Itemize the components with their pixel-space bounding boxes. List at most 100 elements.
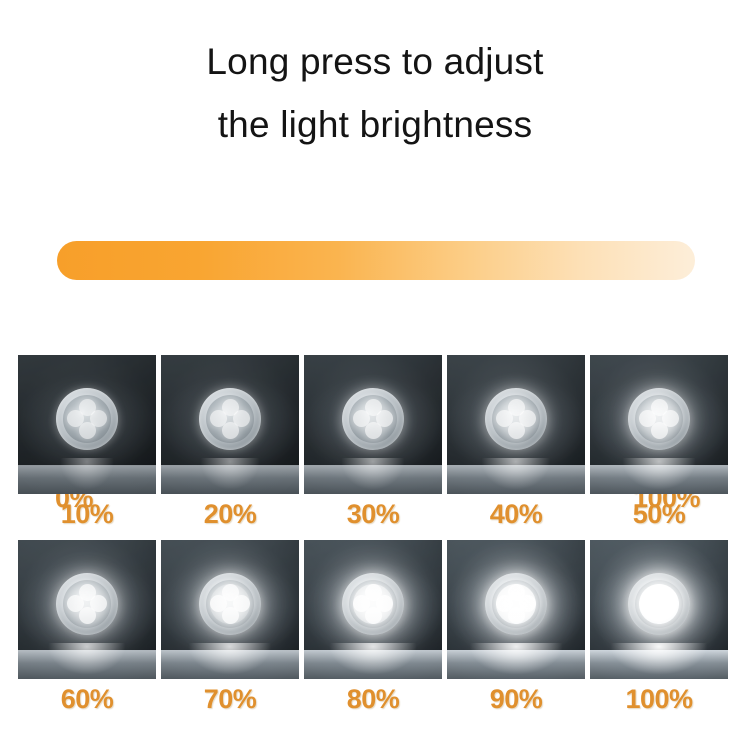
brightness-level-cell[interactable]: 90% [447,540,585,719]
led-dot-top [221,583,239,601]
led-puck-light [342,572,404,635]
floor-light-spill [52,457,122,494]
brightness-thumbnail [304,540,442,679]
led-dot-bottom [221,606,239,624]
brightness-thumbnail [590,355,728,494]
brightness-level-cell[interactable]: 60% [18,540,156,719]
brightness-thumbnail [18,540,156,679]
led-dot-top [507,398,525,416]
led-dot-top [364,398,382,416]
lamp-inner-ring [63,579,111,628]
led-dot-top [221,398,239,416]
led-dot-right [233,410,250,428]
lamp-inner-ring [63,394,111,443]
brightness-level-label: 30% [346,499,400,529]
brightness-level-cell[interactable]: 100% [590,540,728,719]
brightness-level-label: 80% [346,684,400,714]
led-puck-light [628,387,690,450]
lamp-inner-ring [635,394,683,443]
led-dot-left [67,410,84,428]
brightness-level-label: 60% [60,684,114,714]
led-dot-left [353,410,370,428]
page-title: Long press to adjust the light brightnes… [0,30,750,156]
brightness-level-label: 50% [632,499,686,529]
brightness-level-label: 40% [489,499,543,529]
slider-track[interactable] [57,241,695,280]
led-puck-light [485,387,547,450]
led-dot-left [639,410,656,428]
floor-light-spill [456,642,576,679]
floor-light-spill [176,642,284,679]
led-dot-right [233,595,250,613]
led-puck-light [628,572,690,635]
led-puck-light [199,387,261,450]
led-dot-right [519,410,536,428]
lamp-inner-ring [492,394,540,443]
led-dot-right [662,410,679,428]
led-dot-bottom [364,421,382,439]
brightness-level-cell[interactable]: 10% [18,355,156,534]
floor-light-spill [317,642,429,679]
brightness-level-grid: 10% 20% 30% 40% 50% 60% 70% 80% 90% 100% [18,355,732,725]
brightness-slider[interactable]: 0% 100% [0,195,750,513]
page-title-line-2: the light brightness [217,104,533,145]
led-dot-left [210,410,227,428]
floor-light-spill [596,642,722,679]
brightness-level-cell[interactable]: 70% [161,540,299,719]
led-puck-light [485,572,547,635]
led-merged-disc [353,583,393,624]
floor-light-spill [471,457,561,494]
floor-light-spill [612,457,706,494]
lamp-inner-ring [206,579,254,628]
led-dot-bottom [78,421,96,439]
brightness-thumbnail [590,540,728,679]
brightness-thumbnail [18,355,156,494]
brightness-row: 60% 70% 80% 90% 100% [18,540,732,719]
led-dot-right [90,595,107,613]
lamp-inner-ring [349,579,397,628]
brightness-level-label: 70% [203,684,257,714]
led-dot-top [78,398,96,416]
led-merged-disc [639,583,679,624]
brightness-level-cell[interactable]: 80% [304,540,442,719]
floor-light-spill [332,457,414,494]
brightness-thumbnail [447,540,585,679]
led-dot-bottom [221,421,239,439]
page-title-line-1: Long press to adjust [206,41,544,82]
led-dot-left [496,410,513,428]
brightness-level-label: 90% [489,684,543,714]
led-dot-left [67,595,84,613]
brightness-thumbnail [304,355,442,494]
brightness-level-cell[interactable]: 20% [161,355,299,534]
brightness-row: 10% 20% 30% 40% 50% [18,355,732,534]
brightness-thumbnail [161,540,299,679]
led-puck-light [56,572,118,635]
floor-light-spill [37,642,137,679]
lamp-inner-ring [635,579,683,628]
brightness-thumbnail [447,355,585,494]
led-dot-right [376,410,393,428]
led-puck-light [56,387,118,450]
brightness-thumbnail [161,355,299,494]
brightness-level-label: 100% [625,684,693,714]
thumbnail-floor [18,464,156,494]
thumbnail-floor [161,464,299,494]
brightness-level-label: 20% [203,499,257,529]
led-dot-bottom [650,421,668,439]
brightness-level-cell[interactable]: 30% [304,355,442,534]
floor-light-spill [192,457,268,494]
led-dot-right [90,410,107,428]
led-merged-disc [210,583,250,624]
led-dot-top [78,583,96,601]
brightness-level-label: 10% [60,499,114,529]
brightness-level-cell[interactable]: 40% [447,355,585,534]
led-merged-disc [496,583,536,624]
lamp-inner-ring [206,394,254,443]
lamp-inner-ring [492,579,540,628]
led-dot-bottom [507,421,525,439]
led-puck-light [199,572,261,635]
led-puck-light [342,387,404,450]
lamp-inner-ring [349,394,397,443]
brightness-level-cell[interactable]: 50% [590,355,728,534]
led-dot-bottom [78,606,96,624]
